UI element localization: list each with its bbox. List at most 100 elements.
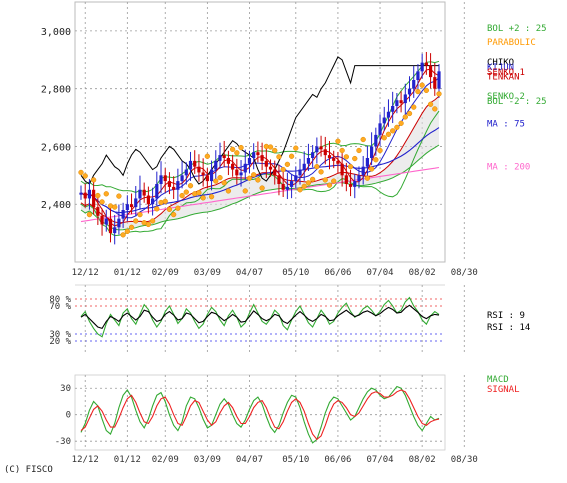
candle-body xyxy=(407,88,412,95)
candle-body xyxy=(184,169,188,176)
candle-body xyxy=(222,155,226,158)
candle-body xyxy=(403,94,407,104)
x-tick-label: 07/04 xyxy=(366,268,393,278)
parabolic-dot xyxy=(187,183,194,189)
parabolic-dot xyxy=(78,169,84,176)
parabolic-dot xyxy=(179,192,185,199)
candle-body xyxy=(344,175,348,184)
parabolic-dot xyxy=(116,193,122,199)
parabolic-dot xyxy=(208,194,215,200)
legend-label: KIJUN xyxy=(487,63,514,73)
candle-body xyxy=(205,175,209,182)
candle-body xyxy=(113,227,117,234)
x-tick-label: 01/12 xyxy=(114,455,141,465)
rsi-tick-label: 20 % xyxy=(49,337,71,347)
parabolic-dot xyxy=(145,221,152,228)
candle-body xyxy=(155,184,159,199)
candle-body xyxy=(146,195,150,205)
candle-body xyxy=(399,100,403,104)
candle-body xyxy=(92,189,96,208)
parabolic-dot xyxy=(90,177,97,183)
candle-body xyxy=(121,210,125,219)
parabolic-dot xyxy=(183,189,189,195)
candle-body xyxy=(159,175,163,184)
legend-label: TENKAN xyxy=(487,73,520,83)
x-tick-label: 04/07 xyxy=(236,455,263,465)
y-tick-label: 2,800 xyxy=(41,85,71,96)
rsi-tick-label: 30 % xyxy=(49,330,71,340)
candle-body xyxy=(96,207,100,216)
candle-body xyxy=(361,166,365,176)
bollinger-lower-line xyxy=(80,110,440,237)
parabolic-dot xyxy=(423,87,430,94)
candle-body xyxy=(273,169,277,176)
candle-body xyxy=(209,169,214,182)
candle-body xyxy=(294,175,298,182)
parabolic-dot xyxy=(436,91,442,97)
candle-body xyxy=(391,106,395,112)
rsi-legend-label: RSI : 14 xyxy=(487,323,530,333)
y-tick-label: 2,400 xyxy=(41,200,71,211)
parabolic-dot xyxy=(175,205,181,211)
candle-body xyxy=(311,152,315,158)
parabolic-dot xyxy=(82,173,88,179)
x-tick-label: 07/04 xyxy=(366,455,393,465)
parabolic-dot xyxy=(322,177,328,183)
parabolic-dot xyxy=(419,82,425,88)
candle-body xyxy=(348,184,353,187)
candle-body xyxy=(108,218,113,234)
parabolic-dot xyxy=(276,154,282,160)
parabolic-dot xyxy=(309,176,316,183)
candle-body xyxy=(428,65,433,78)
x-tick-label: 01/12 xyxy=(114,268,141,278)
credit-text: (C) FISCO xyxy=(4,465,53,475)
parabolic-dot xyxy=(427,101,434,107)
x-tick-label: 03/09 xyxy=(194,268,221,278)
parabolic-dot xyxy=(225,188,232,194)
x-tick-label: 08/30 xyxy=(451,455,478,465)
senko2-line xyxy=(80,144,440,231)
parabolic-dot xyxy=(406,110,413,117)
legend-label: BOL -2 : 25 xyxy=(487,97,547,107)
candle-body xyxy=(125,204,129,210)
legend-label: MA : 200 xyxy=(487,163,530,173)
rsi-legend-label: RSI : 9 xyxy=(487,311,525,321)
y-tick-label: 2,600 xyxy=(41,142,71,153)
parabolic-dot xyxy=(352,155,358,162)
rsi-tick-label: 70 % xyxy=(49,302,71,312)
candle-body xyxy=(395,100,399,106)
kijun-line xyxy=(80,77,440,219)
macd-legend-label: MACD xyxy=(487,375,509,385)
parabolic-dot xyxy=(95,192,101,199)
parabolic-dot xyxy=(234,150,240,156)
parabolic-dot xyxy=(318,169,324,175)
candle-body xyxy=(327,155,332,158)
candle-body xyxy=(201,172,205,176)
parabolic-dot xyxy=(339,147,345,154)
candle-body xyxy=(353,181,357,187)
parabolic-dot xyxy=(390,128,396,134)
candle-body xyxy=(289,181,294,187)
parabolic-dot xyxy=(124,228,130,235)
parabolic-dot xyxy=(415,88,421,95)
legend-label: BOL +2 : 25 xyxy=(487,24,547,34)
x-tick-label: 05/10 xyxy=(282,268,309,278)
parabolic-dot xyxy=(128,224,135,230)
candle-body xyxy=(79,192,83,195)
candle-body xyxy=(260,155,264,161)
parabolic-dot xyxy=(86,211,93,218)
candle-body xyxy=(243,163,247,173)
parabolic-dot xyxy=(394,124,400,131)
candle-body xyxy=(357,175,361,182)
parabolic-dot xyxy=(229,146,236,152)
candle-body xyxy=(268,166,273,170)
candle-body xyxy=(129,204,134,208)
candle-body xyxy=(252,152,256,158)
parabolic-dot xyxy=(204,153,211,159)
macd-frame xyxy=(74,374,446,451)
parabolic-dot xyxy=(347,164,354,170)
candle-body xyxy=(197,166,201,173)
parabolic-dot xyxy=(162,198,168,204)
